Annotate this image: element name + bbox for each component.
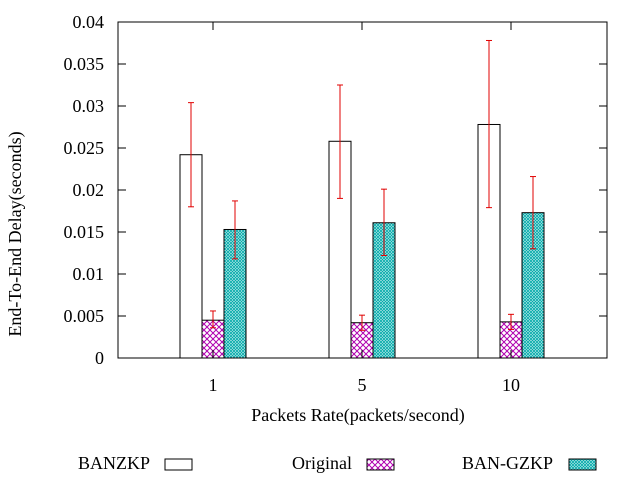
y-axis-title: End-To-End Delay(seconds) — [5, 131, 26, 336]
x-tick-label: 10 — [502, 375, 520, 395]
y-tick-label: 0.025 — [64, 138, 105, 158]
legend-label-ban-gzkp: BAN-GZKP — [462, 453, 553, 473]
y-tick-label: 0.035 — [64, 54, 105, 74]
y-tick-label: 0 — [95, 348, 104, 368]
x-tick-label: 1 — [209, 375, 218, 395]
legend-swatch-original — [366, 458, 395, 471]
legend-label-banzkp: BANZKP — [78, 453, 150, 473]
legend: BANZKP Original BAN-GZKP — [78, 453, 597, 473]
y-tick-label: 0.02 — [73, 180, 105, 200]
legend-swatch-banzkp — [164, 458, 193, 471]
legend-swatch-ban-gzkp — [568, 458, 597, 471]
y-tick-label: 0.005 — [64, 306, 105, 326]
y-tick-label: 0.015 — [64, 222, 105, 242]
y-tick-label: 0.04 — [73, 12, 105, 32]
y-tick-label: 0.03 — [73, 96, 105, 116]
x-axis-title: Packets Rate(packets/second) — [251, 405, 464, 426]
x-tick-label: 5 — [358, 375, 367, 395]
y-tick-label: 0.01 — [73, 264, 105, 284]
legend-label-original: Original — [292, 453, 352, 473]
